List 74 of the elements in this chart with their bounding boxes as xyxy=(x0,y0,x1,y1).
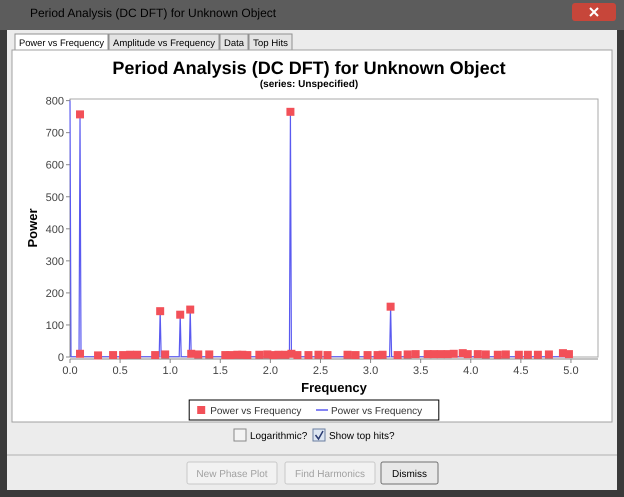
x-tick-label: 4.5 xyxy=(513,365,528,377)
point xyxy=(161,350,170,358)
y-tick-label: 0 xyxy=(58,352,64,364)
point xyxy=(464,350,472,358)
x-tick-label: 3.0 xyxy=(362,365,378,377)
point xyxy=(133,350,142,359)
point xyxy=(94,351,102,360)
point xyxy=(286,108,294,116)
point xyxy=(323,351,332,360)
point xyxy=(76,110,84,118)
point xyxy=(564,350,573,358)
point xyxy=(524,350,532,359)
point xyxy=(534,350,542,359)
point xyxy=(502,350,510,358)
x-tick-label: 3.5 xyxy=(413,365,428,377)
point xyxy=(186,306,194,314)
point xyxy=(386,302,395,311)
point xyxy=(544,350,553,358)
x-tick-label: 4.0 xyxy=(463,365,478,377)
point xyxy=(176,310,184,319)
point xyxy=(255,350,264,359)
x-tick-label: 1.5 xyxy=(212,365,228,377)
point xyxy=(194,350,202,358)
y-tick-label: 500 xyxy=(46,192,64,204)
text: Dismiss xyxy=(392,469,427,480)
legend-label: Power vs Frequency xyxy=(210,406,302,417)
y-tick-label: 200 xyxy=(46,288,64,300)
text: Top Hits xyxy=(253,38,288,49)
x-tick-label: 2.5 xyxy=(312,365,328,377)
chart-subtitle: (series: Unspecified) xyxy=(260,79,358,90)
point xyxy=(450,350,458,358)
x-tick-label: 5.0 xyxy=(563,365,579,377)
point xyxy=(474,350,482,358)
text: Data xyxy=(224,38,245,49)
text: Amplitude vs Frequency xyxy=(113,38,216,49)
point xyxy=(243,351,252,360)
point xyxy=(109,351,118,360)
y-axis-title: Power xyxy=(25,208,40,248)
point xyxy=(151,351,160,360)
point xyxy=(352,351,360,360)
text: Show top hits? xyxy=(329,431,396,442)
point xyxy=(364,351,372,360)
y-tick-label: 300 xyxy=(46,256,64,268)
point xyxy=(314,350,322,359)
point xyxy=(412,350,420,358)
text: New Phase Plot xyxy=(196,469,268,480)
chart-title: Period Analysis (DC DFT) for Unknown Object xyxy=(112,58,506,78)
point xyxy=(156,307,164,316)
x-tick-label: 1.0 xyxy=(162,365,178,377)
point xyxy=(293,351,302,360)
point xyxy=(404,350,412,358)
point xyxy=(514,350,523,359)
x-tick-label: 0.5 xyxy=(112,365,128,377)
point xyxy=(344,350,352,359)
text: Logarithmic? xyxy=(250,431,308,442)
point xyxy=(394,351,402,360)
point xyxy=(304,351,312,360)
y-tick-label: 700 xyxy=(46,128,64,140)
text: Power vs Frequency xyxy=(19,38,106,49)
point xyxy=(494,350,502,359)
text: Period Analysis (DC DFT) for Unknown Object xyxy=(30,6,277,20)
text: Find Harmonics xyxy=(294,469,366,480)
x-tick-label: 2.0 xyxy=(262,365,278,377)
y-tick-label: 400 xyxy=(46,224,64,236)
point xyxy=(205,350,214,358)
y-tick-label: 800 xyxy=(46,96,64,108)
point xyxy=(482,350,490,358)
point xyxy=(76,350,84,358)
legend-label: Power vs Frequency xyxy=(331,406,422,417)
x-tick-label: 0.0 xyxy=(62,365,78,377)
y-tick-label: 100 xyxy=(46,320,64,332)
x-axis-title: Frequency xyxy=(301,380,368,395)
y-tick-label: 600 xyxy=(46,160,64,172)
point xyxy=(378,350,387,359)
